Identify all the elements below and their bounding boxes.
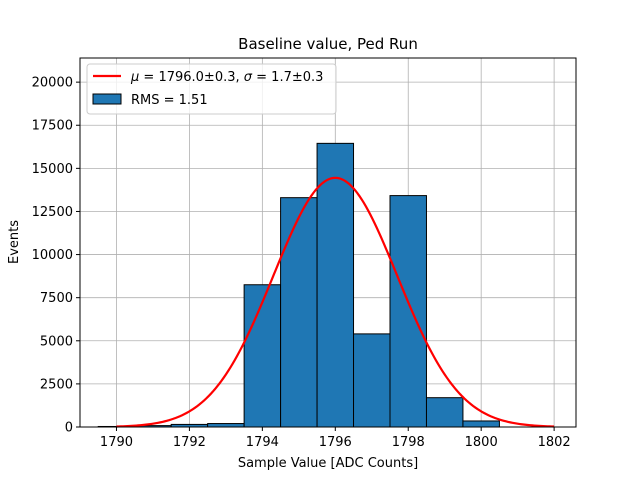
x-axis-ticks: 1790 1792 1794 1796 1798 1800 1802 [100,427,571,450]
x-tick-label: 1798 [392,435,425,450]
x-tick-label: 1794 [246,435,279,450]
legend-box [86,63,337,115]
y-axis-label: Events [7,220,22,264]
histogram-bar [316,142,355,428]
histogram-bars [97,142,500,428]
y-tick-label: 10000 [32,248,73,263]
histogram-bar [389,195,427,428]
x-tick-label: 1802 [538,435,571,450]
histogram-bar [353,333,391,428]
legend-mu-symbol: μ [130,70,139,85]
x-tick-label: 1800 [465,435,498,450]
y-tick-label: 5000 [40,334,73,349]
legend-sigma-value: = 1.7±0.3 [252,70,323,85]
histogram-bar [243,284,282,428]
x-tick-label: 1790 [100,435,133,450]
y-tick-label: 17500 [32,119,73,134]
fit-curve [116,176,555,428]
y-axis-ticks: 0 2500 5000 7500 10000 12500 15000 17500 20000 [32,76,80,436]
legend-histogram-swatch [92,93,122,105]
legend-histogram-label: RMS = 1.51 [131,93,208,108]
chart-title: Baseline value, Ped Run [238,35,418,53]
y-tick-label: 7500 [40,291,73,306]
y-tick-label: 12500 [32,205,73,220]
y-tick-label: 0 [65,421,73,436]
legend-sigma-symbol: σ [244,70,253,85]
histogram-bar [462,420,500,428]
x-tick-label: 1796 [319,435,352,450]
histogram-bar [207,423,245,428]
y-tick-label: 20000 [32,76,73,91]
y-tick-label: 2500 [40,377,73,392]
y-tick-label: 15000 [32,162,73,177]
legend-mu-value: = 1796.0±0.3, [139,70,243,85]
x-axis-label: Sample Value [ADC Counts] [238,456,418,471]
x-tick-label: 1792 [173,435,206,450]
plot-frame [79,57,577,428]
histogram-bar [425,397,464,428]
legend: μ = 1796.0±0.3, σ = 1.7±0.3 RMS = 1.51 [86,63,337,115]
histogram-bar [280,197,318,428]
legend-fit-label: μ = 1796.0±0.3, σ = 1.7±0.3 [130,70,323,85]
